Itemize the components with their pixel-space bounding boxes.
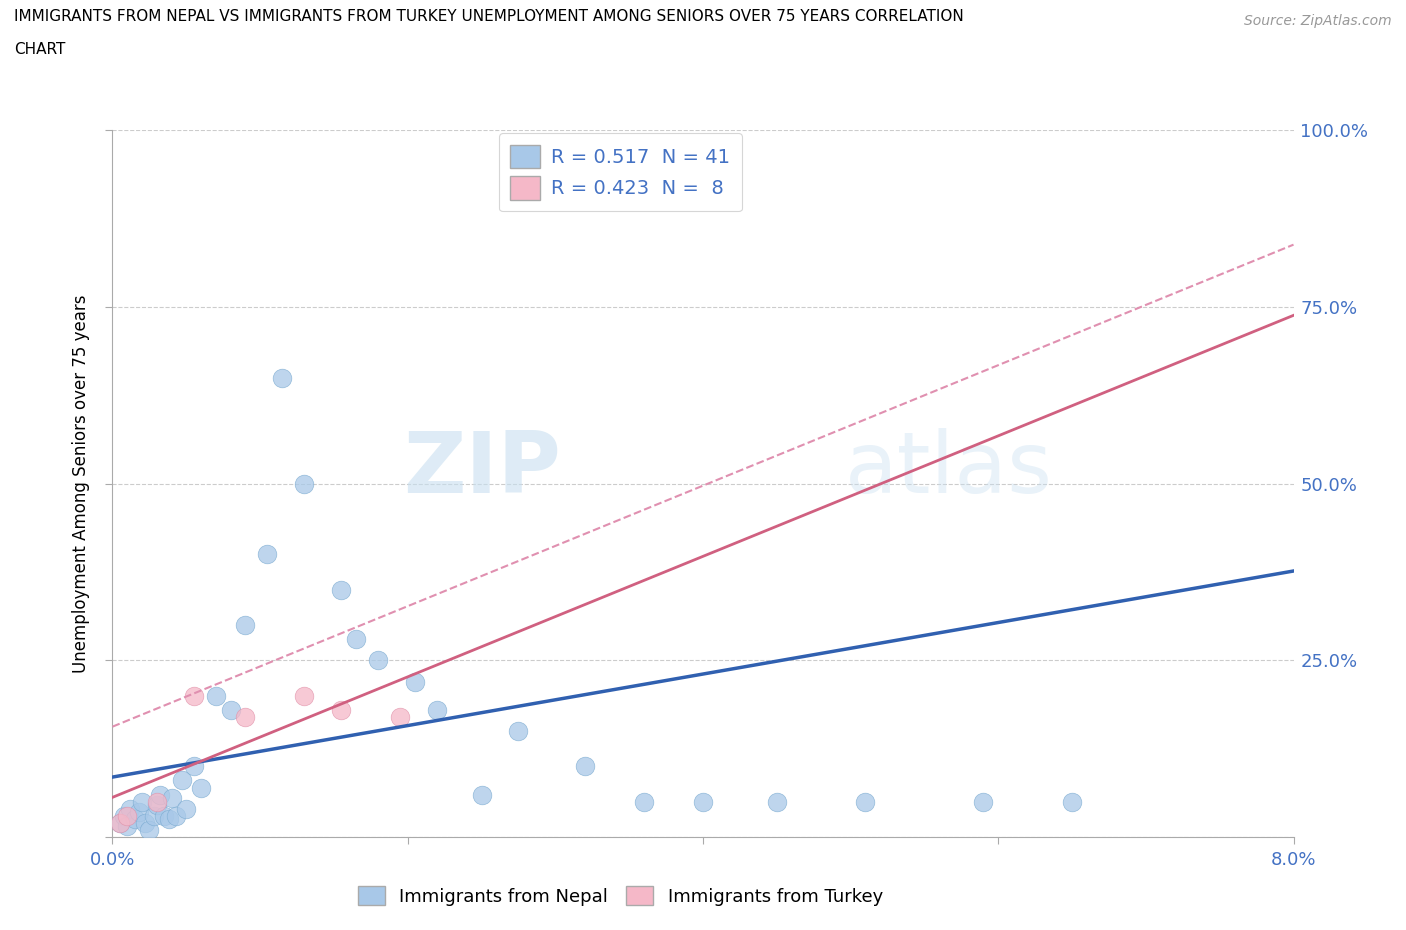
Point	[219, 702, 242, 717]
Point	[117, 819, 138, 834]
Point	[108, 816, 131, 830]
Point	[470, 787, 494, 802]
Point	[138, 822, 160, 837]
Point	[344, 631, 367, 646]
Point	[112, 808, 135, 823]
Point	[330, 702, 353, 717]
Point	[766, 794, 789, 809]
Point	[973, 794, 995, 809]
Point	[367, 653, 389, 668]
Point	[174, 802, 197, 817]
Text: IMMIGRANTS FROM NEPAL VS IMMIGRANTS FROM TURKEY UNEMPLOYMENT AMONG SENIORS OVER : IMMIGRANTS FROM NEPAL VS IMMIGRANTS FROM…	[14, 9, 963, 24]
Legend: Immigrants from Nepal, Immigrants from Turkey: Immigrants from Nepal, Immigrants from T…	[350, 879, 890, 912]
Point	[256, 547, 278, 562]
Point	[108, 816, 131, 830]
Point	[389, 710, 412, 724]
Text: Source: ZipAtlas.com: Source: ZipAtlas.com	[1244, 14, 1392, 28]
Text: ZIP: ZIP	[404, 428, 561, 511]
Point	[146, 798, 169, 813]
Point	[404, 674, 426, 689]
Point	[183, 688, 205, 703]
Point	[190, 780, 212, 795]
Point	[330, 582, 353, 597]
Point	[149, 787, 172, 802]
Point	[574, 759, 596, 774]
Point	[426, 702, 449, 717]
Point	[183, 759, 205, 774]
Point	[170, 773, 193, 788]
Point	[1312, 123, 1334, 138]
Point	[508, 724, 530, 738]
Point	[157, 812, 180, 827]
Point	[292, 476, 315, 491]
Point	[853, 794, 877, 809]
Point	[165, 808, 187, 823]
Point	[292, 688, 315, 703]
Point	[160, 790, 183, 805]
Point	[271, 370, 294, 385]
Text: atlas: atlas	[845, 428, 1053, 511]
Y-axis label: Unemployment Among Seniors over 75 years: Unemployment Among Seniors over 75 years	[72, 295, 90, 672]
Point	[153, 808, 176, 823]
Point	[205, 688, 228, 703]
Point	[692, 794, 714, 809]
Point	[233, 710, 256, 724]
Point	[1062, 794, 1084, 809]
Point	[142, 808, 165, 823]
Point	[233, 618, 256, 632]
Text: CHART: CHART	[14, 42, 66, 57]
Point	[134, 816, 156, 830]
Point	[131, 794, 153, 809]
Point	[120, 802, 142, 817]
Point	[117, 808, 138, 823]
Point	[146, 794, 169, 809]
Point	[124, 812, 146, 827]
Point	[128, 804, 150, 819]
Point	[633, 794, 655, 809]
